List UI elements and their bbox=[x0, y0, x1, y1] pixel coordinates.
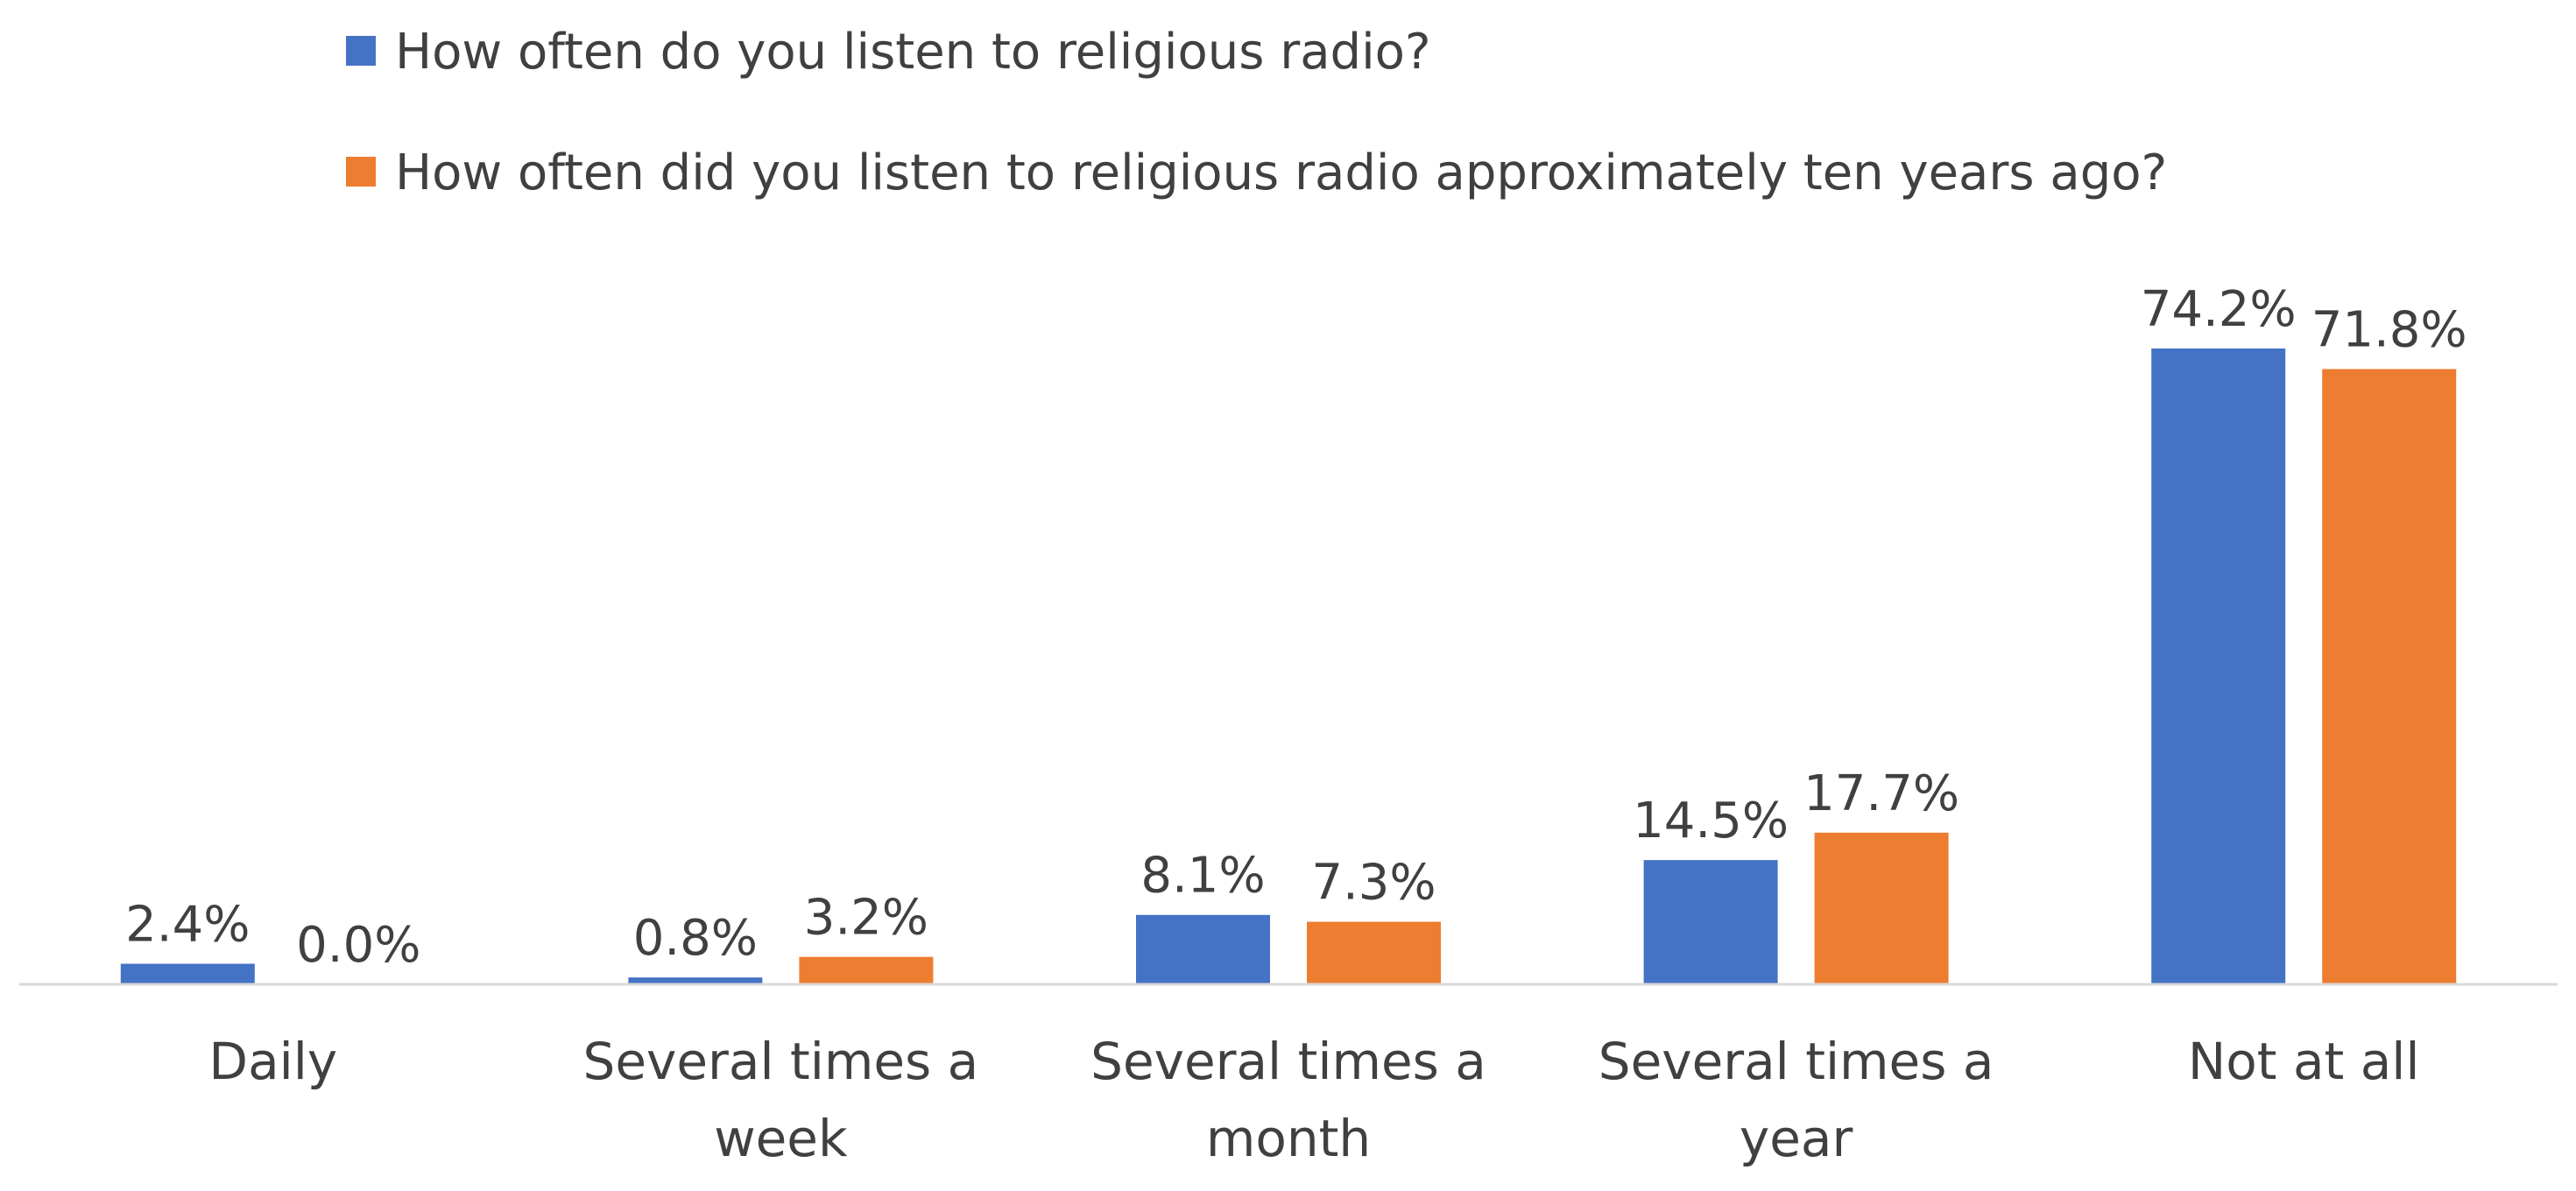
bar-series-1 bbox=[1643, 860, 1778, 984]
legend-swatch bbox=[346, 36, 376, 66]
chart-legend: How often do you listen to religious rad… bbox=[346, 24, 2167, 201]
category-label: Several times a year bbox=[1599, 1032, 1994, 1168]
data-label: 14.5% bbox=[1633, 793, 1789, 849]
legend-label: How often do you listen to religious rad… bbox=[395, 24, 1431, 81]
data-label: 7.3% bbox=[1311, 855, 1436, 912]
bar-series-1 bbox=[120, 963, 255, 984]
data-label: 17.7% bbox=[1803, 765, 1959, 822]
bar-series-2 bbox=[799, 956, 934, 984]
data-label: 71.8% bbox=[2311, 301, 2467, 358]
chart-data-labels: 2.4% 0.0% 0.8% 3.2% 8.1% 7.3% 14.5% 17.7% 74.2% 7… bbox=[125, 281, 2467, 974]
bar-series-1 bbox=[2151, 348, 2286, 984]
bar-series-1 bbox=[1136, 914, 1270, 984]
bar-series-2 bbox=[2322, 369, 2457, 984]
data-label: 0.0% bbox=[296, 917, 420, 974]
chart-bars bbox=[120, 348, 2457, 984]
data-label: 0.8% bbox=[633, 910, 758, 967]
legend-swatch bbox=[346, 157, 376, 187]
data-label: 3.2% bbox=[804, 890, 928, 947]
bar-series-2 bbox=[1307, 921, 1441, 984]
data-label: 8.1% bbox=[1140, 848, 1265, 905]
category-label: Several times a month bbox=[1090, 1032, 1486, 1168]
legend-item: How often do you listen to religious rad… bbox=[346, 24, 1431, 81]
legend-label: How often did you listen to religious ra… bbox=[395, 144, 2167, 201]
data-label: 74.2% bbox=[2141, 281, 2297, 338]
bar-series-2 bbox=[1814, 832, 1949, 984]
category-label: Not at all bbox=[2188, 1032, 2420, 1091]
category-label: Daily bbox=[208, 1032, 337, 1091]
data-label: 2.4% bbox=[125, 897, 250, 954]
bar-series-1 bbox=[628, 977, 763, 984]
legend-item: How often did you listen to religious ra… bbox=[346, 144, 2167, 201]
category-label: Several times a week bbox=[583, 1032, 979, 1168]
